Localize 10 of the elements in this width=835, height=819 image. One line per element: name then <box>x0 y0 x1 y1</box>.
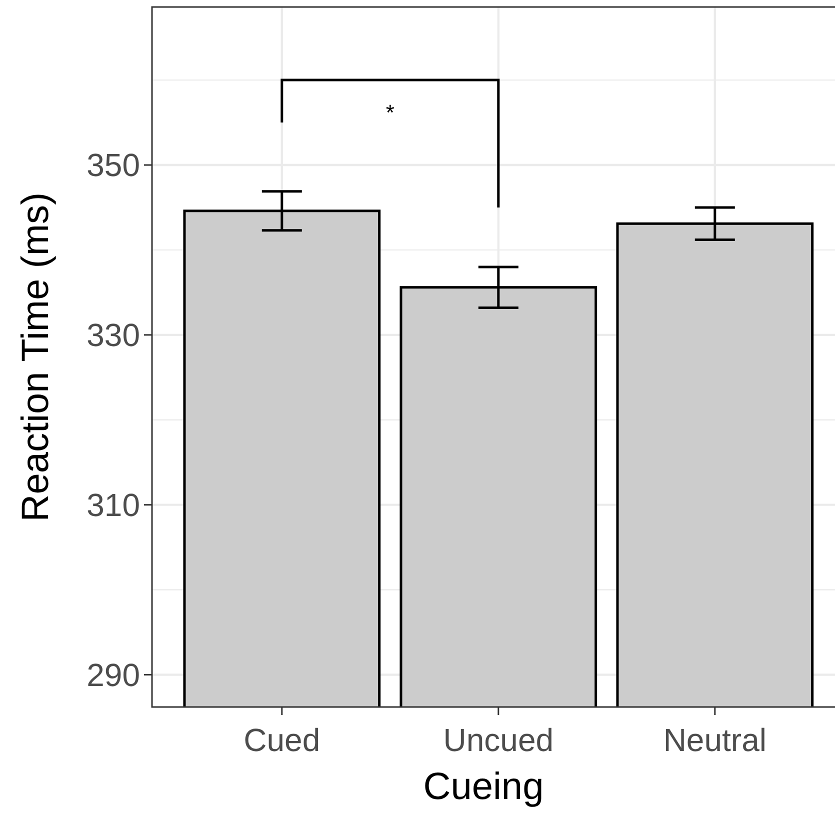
y-tick-label: 290 <box>86 656 140 693</box>
x-tick-label: Neutral <box>663 722 766 758</box>
annotation: * <box>386 100 395 126</box>
y-axis-title: Reaction Time (ms) <box>15 192 57 522</box>
x-tick-label: Uncued <box>443 722 554 758</box>
y-tick-label: 310 <box>86 487 140 524</box>
y-tick-label: 350 <box>86 147 140 184</box>
x-tick-label: Cued <box>244 722 320 758</box>
y-tick-label: 330 <box>86 317 140 354</box>
x-axis-title: Cueing <box>423 766 544 808</box>
